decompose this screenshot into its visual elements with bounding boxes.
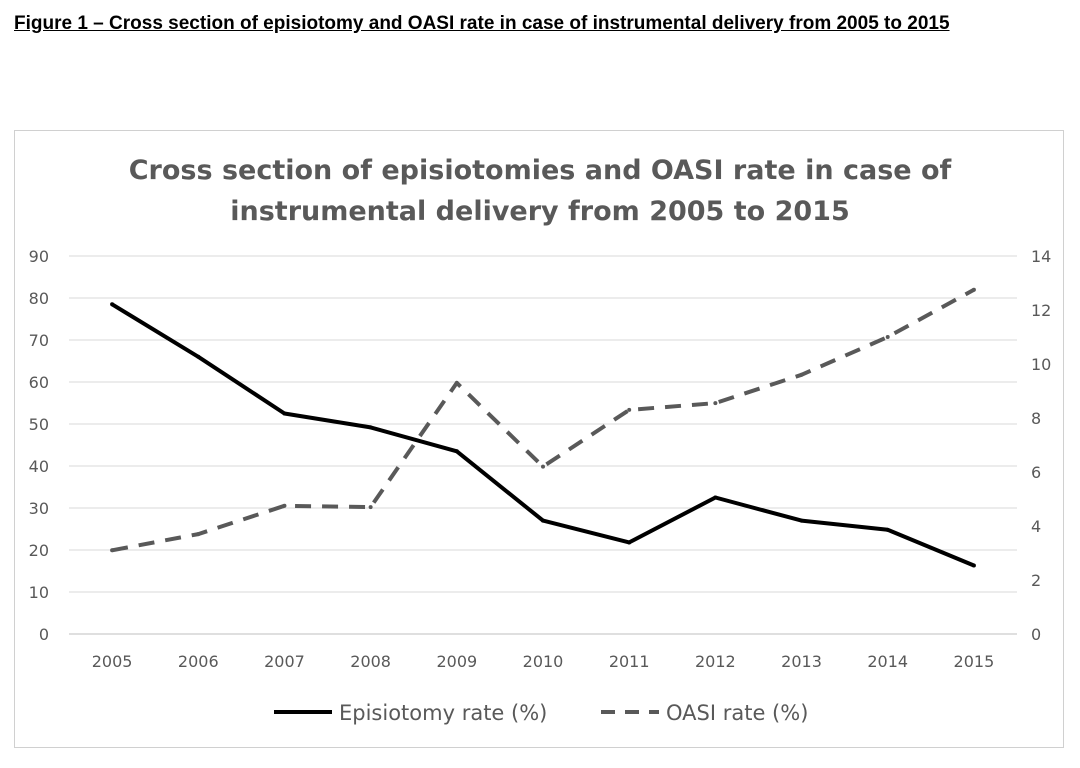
left-tick-label: 0 — [39, 625, 49, 644]
left-axis: 0 10 20 30 40 50 60 70 80 90 — [29, 247, 49, 644]
x-tick-label: 2008 — [350, 652, 391, 671]
right-tick-label: 0 — [1031, 625, 1041, 644]
oasi-point — [196, 532, 201, 537]
x-tick-label: 2006 — [178, 652, 219, 671]
left-tick-label: 60 — [29, 373, 49, 392]
oasi-point — [799, 372, 804, 377]
episiotomy-point — [368, 425, 373, 430]
left-tick-label: 50 — [29, 415, 49, 434]
oasi-point — [627, 407, 632, 412]
oasi-point — [713, 401, 718, 406]
oasi-point — [885, 335, 890, 339]
chart-frame: Cross section of episiotomies and OASI r… — [14, 130, 1064, 748]
gridlines — [69, 255, 1017, 635]
right-tick-label: 12 — [1031, 301, 1051, 320]
x-tick-label: 2010 — [523, 652, 564, 671]
x-tick-label: 2005 — [92, 652, 133, 671]
chart-svg: Cross section of episiotomies and OASI r… — [29, 155, 1052, 725]
episiotomy-point — [541, 518, 545, 523]
left-tick-label: 10 — [29, 583, 49, 602]
right-tick-label: 6 — [1031, 463, 1041, 482]
episiotomy-point — [799, 518, 804, 523]
oasi-point — [541, 464, 545, 469]
oasi-point — [282, 503, 287, 508]
oasi-point — [110, 548, 115, 553]
left-tick-label: 30 — [29, 499, 49, 518]
episiotomy-point — [196, 354, 201, 359]
episiotomy-point — [885, 527, 890, 532]
right-tick-label: 10 — [1031, 355, 1051, 374]
series-lines — [110, 287, 976, 568]
x-tick-label: 2012 — [695, 652, 736, 671]
x-axis: 2005 2006 2007 2008 2009 2010 2011 2012 2013 2014… — [92, 652, 995, 671]
episiotomy-point — [454, 449, 459, 454]
x-tick-label: 2013 — [781, 652, 822, 671]
series-line-episiotomy — [111, 302, 975, 568]
legend-label-oasi: OASI rate (%) — [666, 701, 808, 725]
right-tick-label: 14 — [1031, 247, 1051, 266]
oasi-point — [368, 505, 373, 510]
chart-title-line-2: instrumental delivery from 2005 to 2015 — [230, 196, 850, 227]
figure-caption: Figure 1 – Cross section of episiotomy a… — [14, 13, 950, 34]
x-tick-label: 2014 — [867, 652, 908, 671]
x-tick-label: 2007 — [264, 652, 305, 671]
x-tick-label: 2009 — [436, 652, 477, 671]
episiotomy-point — [971, 563, 976, 568]
episiotomy-point — [713, 495, 718, 500]
right-axis: 0 2 4 6 8 10 12 14 — [1031, 247, 1051, 644]
x-tick-label: 2011 — [609, 652, 650, 671]
right-tick-label: 8 — [1031, 409, 1041, 428]
left-tick-label: 80 — [29, 289, 49, 308]
left-tick-label: 40 — [29, 457, 49, 476]
right-tick-label: 4 — [1031, 517, 1041, 536]
episiotomy-point — [627, 540, 632, 545]
episiotomy-point — [110, 302, 115, 307]
oasi-point — [454, 380, 459, 385]
right-tick-label: 2 — [1031, 571, 1041, 590]
x-tick-label: 2015 — [954, 652, 995, 671]
series-line-oasi — [111, 288, 975, 553]
legend-label-episiotomy: Episiotomy rate (%) — [339, 701, 547, 725]
episiotomy-point — [282, 411, 287, 416]
chart-title-line-1: Cross section of episiotomies and OASI r… — [129, 155, 952, 186]
oasi-point — [971, 287, 976, 292]
left-tick-label: 70 — [29, 331, 49, 350]
legend: Episiotomy rate (%) OASI rate (%) — [274, 701, 808, 725]
left-tick-label: 20 — [29, 541, 49, 560]
left-tick-label: 90 — [29, 247, 49, 266]
